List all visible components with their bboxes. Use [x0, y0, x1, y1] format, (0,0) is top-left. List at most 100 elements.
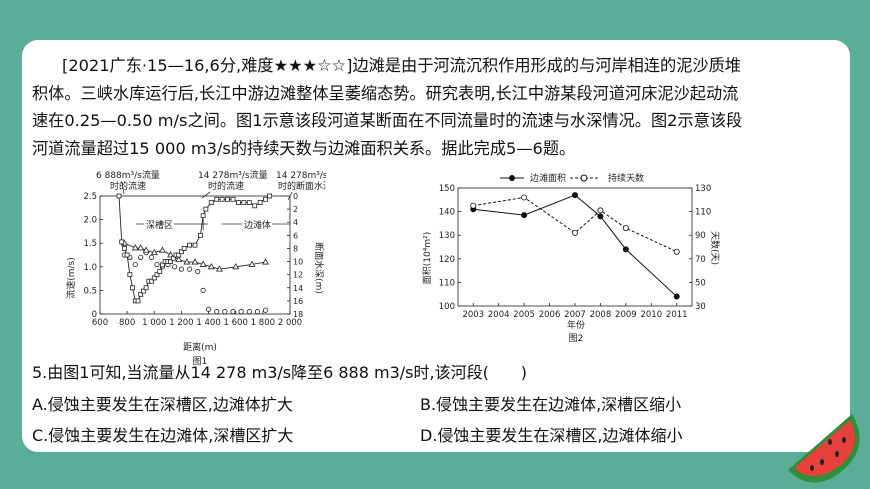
- fig1-high-flow-point: [150, 248, 158, 256]
- fig1-depth-point: [176, 252, 182, 258]
- figure-2: 边滩面积 持续天数 面积(10⁴m²) 天数(天) 年份 图2 2003 2004…: [420, 168, 721, 346]
- fig2-area-point: [521, 212, 528, 219]
- fig2-area-point: [571, 192, 578, 199]
- zone-side-bar-label: 边滩体: [244, 219, 271, 231]
- fig1-high-flow-point: [137, 244, 145, 251]
- fig1-depth-point: [203, 206, 209, 212]
- option-a[interactable]: A.侵蚀主要发生在深槽区,边滩体扩大: [32, 395, 293, 414]
- fig2-ytick-right-label: 30: [695, 302, 706, 312]
- fig2-days-point: [597, 207, 604, 214]
- fig1-xtick-label: 1 800: [251, 318, 275, 328]
- question-stem: 5.由图1可知,当流量从14 278 m3/s降至6 888 m3/s时,该河段…: [32, 363, 528, 382]
- fig1-low-flow-point: [214, 309, 220, 315]
- fig2-xtick-label: 2010: [640, 310, 662, 320]
- fig2-ytick-right-label: 90: [695, 231, 706, 241]
- legend-low-flow-line1: 6 888m³/s流量: [96, 169, 160, 181]
- fig1-depth-point: [219, 196, 225, 202]
- fig1-xtick-label: 1 200: [169, 318, 193, 328]
- fig2-days-point: [622, 225, 629, 232]
- fig2-xtick-label: 2007: [564, 310, 586, 320]
- fig1-xlabel: 距离(m): [183, 341, 217, 353]
- fig1-caption: 图1: [193, 356, 208, 367]
- fig1-low-flow-point: [186, 266, 193, 272]
- fig1-plot-frame: [99, 195, 291, 315]
- fig1-depth-point: [119, 239, 125, 245]
- fig1-high-flow-point: [158, 246, 166, 253]
- fig2-ytick-right-label: 70: [695, 255, 706, 265]
- fig1-ytick-left-label: 1.0: [83, 263, 97, 273]
- legend-area-label: 边滩面积: [530, 172, 566, 184]
- fig2-area-point: [622, 246, 629, 253]
- fig1-high-flow-point: [191, 258, 199, 265]
- fig1-high-flow-point: [183, 258, 191, 265]
- fig1-low-flow-point: [172, 264, 178, 270]
- fig1-depth-point: [198, 232, 203, 238]
- fig1-ytick-right-label: 8: [293, 244, 298, 253]
- fig1-high-flow-point: [199, 260, 207, 267]
- fig1-ytick-left-label: 0: [92, 310, 97, 320]
- fig2-area-point: [597, 213, 604, 220]
- option-d[interactable]: D.侵蚀主要发生在深槽区,边滩体缩小: [420, 426, 683, 445]
- fig1-xtick-label: 600: [92, 318, 108, 328]
- legend-high-pointer: [201, 191, 211, 199]
- fig1-depth-point: [151, 275, 157, 281]
- legend-high-flow-line1: 14 278m³/s流量: [198, 169, 268, 181]
- fig1-depth-point: [257, 200, 263, 205]
- fig1-ytick-right-label: 2: [293, 205, 298, 214]
- fig2-days-point: [470, 202, 477, 209]
- fig1-ytick-right-label: 4: [293, 218, 298, 227]
- fig2-xtick-label: 2011: [666, 310, 688, 320]
- fig1-ytick-right-label: 0: [293, 192, 298, 201]
- fig2-xtick-label: 2009: [615, 310, 637, 320]
- fig1-high-flow-point: [131, 244, 139, 251]
- fig1-depth-point: [214, 196, 220, 202]
- fig2-ylabel-right: 天数(天): [709, 231, 720, 265]
- fig1-depth-point: [181, 246, 187, 251]
- figure-1: 6 888m³/s流量 时的流速 14 278m³/s流量 时的流速 14 27…: [62, 168, 346, 368]
- fig1-ytick-right-label: 16: [293, 297, 303, 306]
- fig1-ylabel-right: 断面水深(m): [313, 242, 325, 294]
- fig1-depth-point: [263, 196, 268, 202]
- fig2-ytick-left-label: 120: [439, 255, 455, 265]
- fig1-high-flow-point: [207, 262, 215, 270]
- fig1-depth-point: [225, 196, 230, 202]
- fig2-ytick-left-label: 130: [439, 231, 455, 241]
- fig1-low-flow-point: [238, 309, 244, 315]
- fig1-depth-point: [122, 246, 127, 251]
- option-b[interactable]: B.侵蚀主要发生在边滩体,深槽区缩小: [420, 395, 682, 414]
- fig1-high-flow-point: [167, 251, 175, 258]
- fig1-high-flow-point: [262, 258, 270, 265]
- fig2-area-line: [473, 194, 678, 297]
- fig1-depth-point: [241, 200, 247, 205]
- fig2-xtick-label: 2006: [539, 310, 561, 320]
- fig2-ytick-left-label: 100: [439, 302, 455, 312]
- fig1-depth-point: [154, 272, 160, 278]
- fig1-depth-point: [124, 252, 130, 258]
- fig1-low-flow-point: [246, 309, 252, 315]
- passage: [2021广东·15—16,6分,难度★★★☆☆]边滩是由于河流沉积作用形成的与…: [32, 52, 742, 162]
- fig1-depth-point: [141, 288, 146, 294]
- fig1-low-flow-point: [200, 287, 206, 294]
- fig1-ytick-left-label: 2.5: [83, 192, 97, 202]
- fig2-area-point: [673, 293, 680, 300]
- fig2-ytick-right-label: 130: [695, 184, 711, 194]
- fig1-depth-point: [138, 291, 144, 297]
- fig1-low-flow-point: [254, 309, 261, 315]
- passage-line: [2021广东·15—16,6分,难度★★★☆☆]边滩是由于河流沉积作用形成的与…: [62, 56, 741, 75]
- fig1-ytick-left-label: 1.5: [83, 239, 97, 249]
- fig2-ylabel-left: 面积(10⁴m²): [421, 232, 433, 284]
- fig2-ytick-left-label: 150: [439, 184, 455, 194]
- fig2-xtick-label: 2004: [488, 310, 510, 320]
- fig1-depth-point: [170, 255, 176, 261]
- fig1-low-flow-point: [138, 254, 144, 260]
- fig1-depth-point: [135, 298, 141, 304]
- figure-2-chart: 边滩面积 持续天数 面积(10⁴m²) 天数(天) 年份 图2 2003 2004…: [421, 172, 721, 344]
- fig2-caption: 图2: [569, 333, 584, 344]
- fig1-ytick-right-label: 14: [293, 284, 303, 293]
- fig1-ytick-right-label: 6: [293, 231, 298, 240]
- legend-high-flow-line2: 时的流速: [208, 180, 244, 192]
- option-c[interactable]: C.侵蚀主要发生在边滩体,深槽区扩大: [32, 426, 294, 445]
- passage-line: 积体。三峡水库运行后,长江中游边滩整体呈萎缩态势。研究表明,长江中游某段河道河床…: [32, 83, 739, 103]
- fig1-ytick-left-label: 0.5: [83, 286, 97, 296]
- fig2-plot-frame: [457, 187, 693, 307]
